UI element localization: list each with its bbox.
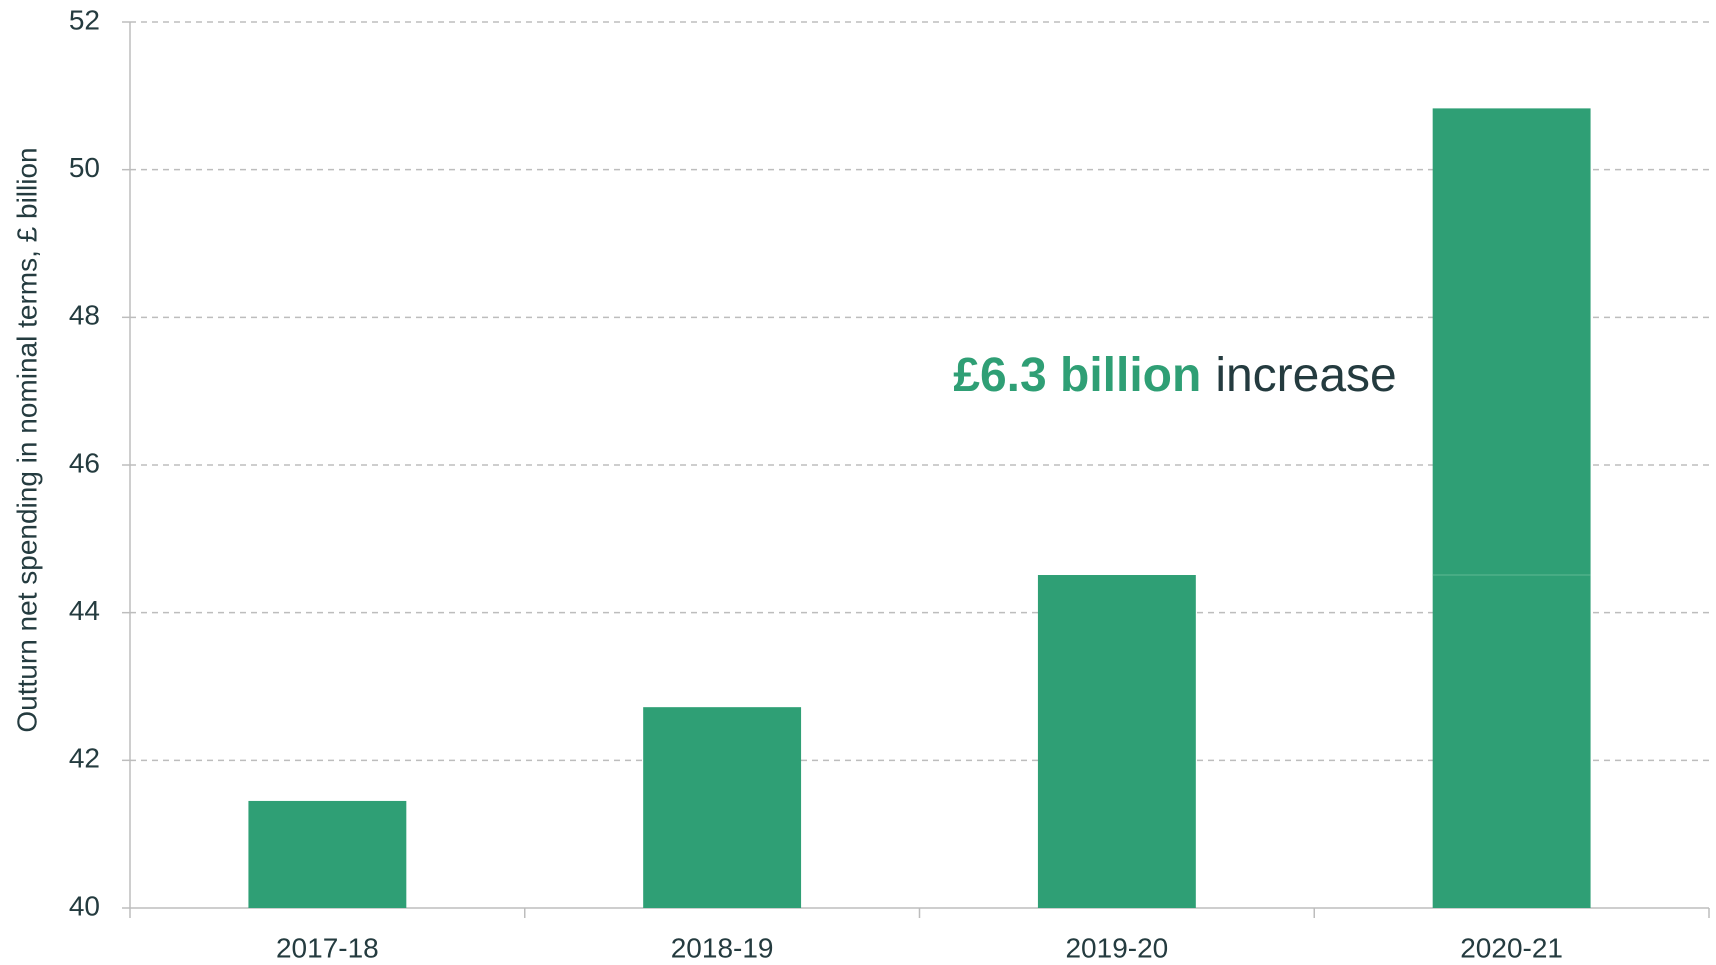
x-tick-label: 2019-20 [1065,932,1168,963]
annotation: £6.3 billion increase [953,349,1397,402]
bar [248,800,407,908]
annotation-highlight: £6.3 billion [953,349,1201,402]
y-tick-label: 42 [69,743,100,774]
x-tick-label: 2020-21 [1460,932,1563,963]
y-tick-label: 40 [69,890,100,921]
x-tick-label: 2018-19 [671,932,774,963]
x-tick-label: 2017-18 [276,932,379,963]
y-tick-label: 50 [69,152,100,183]
annotation-text: increase [1215,349,1396,402]
y-tick-label: 44 [69,595,100,626]
bar [1432,108,1591,908]
y-tick-label: 46 [69,447,100,478]
y-tick-label: 52 [69,4,100,35]
y-tick-label: 48 [69,300,100,331]
bar [643,707,802,908]
bar [1037,575,1196,908]
y-axis-title: Outturn net spending in nominal terms, £… [11,147,42,732]
